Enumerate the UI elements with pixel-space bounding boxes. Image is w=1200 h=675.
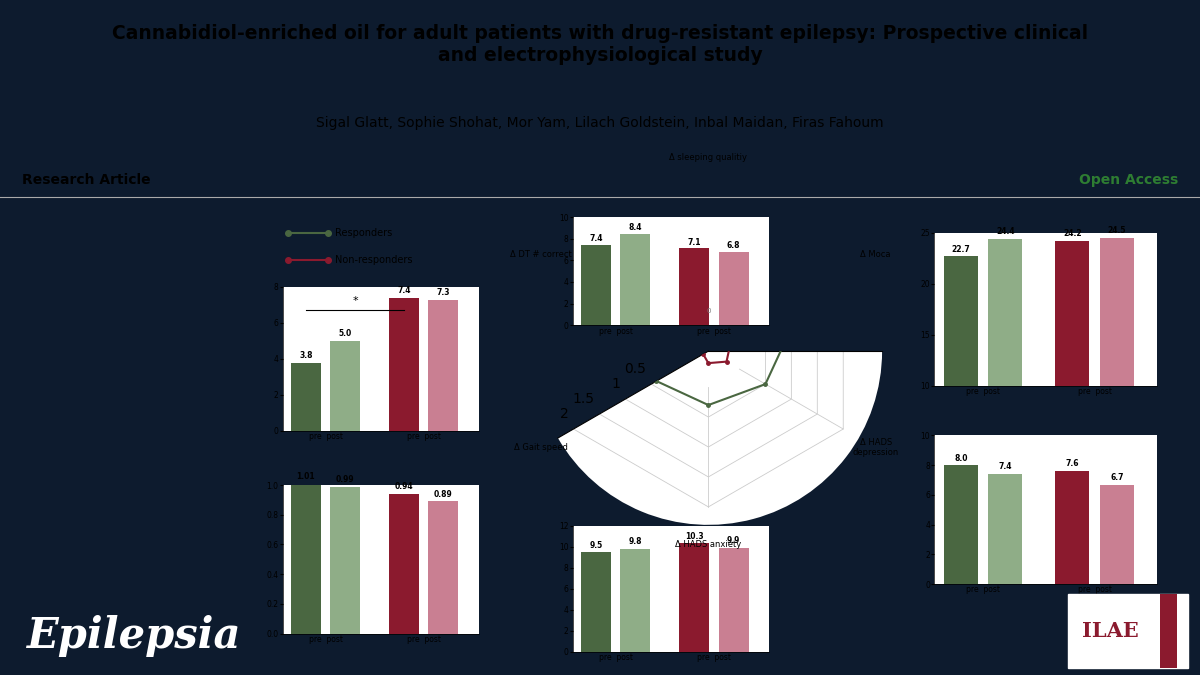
- Text: 0.89: 0.89: [434, 489, 452, 499]
- Text: 6.7: 6.7: [1110, 473, 1124, 482]
- Text: 0: 0: [706, 308, 710, 314]
- Bar: [989, 239, 1022, 386]
- Bar: [330, 487, 360, 634]
- Bar: [330, 341, 360, 431]
- Text: *: *: [353, 296, 358, 306]
- Text: 0.94: 0.94: [395, 482, 414, 491]
- Text: 9.9: 9.9: [727, 537, 740, 545]
- Text: Responders: Responders: [335, 227, 392, 238]
- Bar: [1056, 241, 1090, 386]
- Text: 24.5: 24.5: [1108, 226, 1127, 235]
- Text: 6.8: 6.8: [727, 241, 740, 250]
- Bar: [581, 551, 611, 651]
- Text: 3.8: 3.8: [299, 351, 313, 360]
- FancyBboxPatch shape: [1068, 594, 1188, 668]
- Bar: [1100, 485, 1134, 584]
- Bar: [428, 300, 458, 431]
- Text: 7.4: 7.4: [998, 462, 1013, 471]
- Bar: [1056, 471, 1090, 584]
- Bar: [1159, 594, 1177, 668]
- Bar: [989, 474, 1022, 584]
- Bar: [581, 245, 611, 325]
- Text: 10.3: 10.3: [685, 532, 703, 541]
- Text: 1.01: 1.01: [296, 472, 316, 481]
- Text: 5.0: 5.0: [338, 329, 352, 338]
- Bar: [679, 248, 709, 325]
- Bar: [389, 494, 419, 634]
- Text: 8.4: 8.4: [629, 223, 642, 232]
- Text: Non-responders: Non-responders: [335, 255, 413, 265]
- Text: Research Article: Research Article: [22, 173, 150, 187]
- Text: 22.7: 22.7: [952, 244, 971, 254]
- Text: ILAE: ILAE: [1082, 621, 1139, 641]
- Text: 7.6: 7.6: [1066, 460, 1079, 468]
- Text: Epilepsia: Epilepsia: [28, 614, 242, 657]
- Text: 24.4: 24.4: [996, 227, 1015, 236]
- Text: 7.4: 7.4: [589, 234, 602, 243]
- Text: Open Access: Open Access: [1079, 173, 1178, 187]
- Text: 9.8: 9.8: [629, 537, 642, 546]
- Text: 7.3: 7.3: [437, 288, 450, 297]
- Bar: [679, 543, 709, 651]
- Text: Cannabidiol-enriched oil for adult patients with drug-resistant epilepsy: Prospe: Cannabidiol-enriched oil for adult patie…: [112, 24, 1088, 65]
- Text: Sigal Glatt, Sophie Shohat, Mor Yam, Lilach Goldstein, Inbal Maidan, Firas Fahou: Sigal Glatt, Sophie Shohat, Mor Yam, Lil…: [316, 117, 884, 130]
- Text: 7.1: 7.1: [688, 238, 701, 246]
- Bar: [944, 465, 978, 584]
- Bar: [620, 234, 650, 325]
- Text: 8.0: 8.0: [954, 454, 967, 462]
- Bar: [620, 549, 650, 651]
- Bar: [1100, 238, 1134, 386]
- Text: 7.4: 7.4: [397, 286, 410, 295]
- Bar: [389, 298, 419, 431]
- Bar: [290, 362, 320, 431]
- Bar: [719, 252, 749, 325]
- Bar: [944, 256, 978, 386]
- Text: 0.99: 0.99: [336, 475, 354, 484]
- Bar: [428, 502, 458, 634]
- Bar: [719, 547, 749, 651]
- Text: 24.2: 24.2: [1063, 230, 1081, 238]
- Bar: [290, 483, 320, 634]
- Text: 9.5: 9.5: [589, 541, 602, 549]
